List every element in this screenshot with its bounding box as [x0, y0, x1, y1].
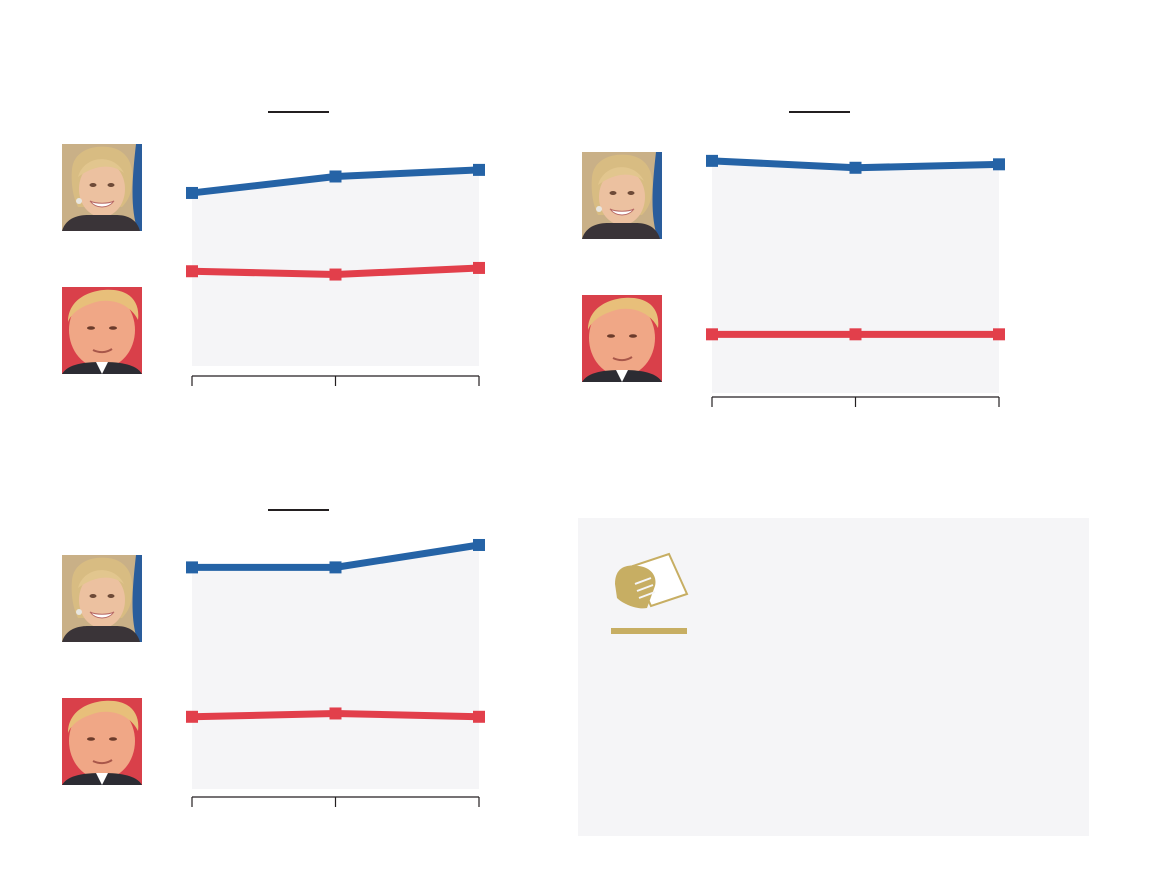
- data-point: [706, 154, 718, 167]
- data-point: [329, 707, 342, 720]
- series-trump: [186, 261, 485, 281]
- clinton-portrait: [582, 152, 662, 239]
- data-point: [329, 561, 342, 574]
- data-point: [186, 561, 198, 574]
- series-clinton: [186, 163, 485, 199]
- series-clinton: [186, 538, 485, 574]
- x-axis: [711, 396, 1000, 407]
- data-point: [473, 538, 485, 551]
- data-point: [186, 265, 198, 278]
- series-trump: [186, 707, 485, 723]
- x-axis: [191, 375, 480, 386]
- data-point: [186, 710, 198, 723]
- plot-background: [192, 544, 479, 789]
- series-trump: [706, 328, 1005, 341]
- plot-background: [192, 169, 479, 366]
- data-point: [329, 268, 342, 281]
- data-point: [849, 161, 862, 174]
- data-point: [849, 328, 862, 341]
- data-point: [473, 163, 485, 176]
- series-clinton: [706, 154, 1005, 174]
- data-point: [473, 710, 485, 723]
- data-point: [993, 328, 1005, 341]
- poll-chart-3: [62, 509, 485, 807]
- data-point: [473, 261, 485, 274]
- x-axis: [191, 796, 480, 807]
- poll-chart-2: [582, 111, 1005, 407]
- plot-background: [712, 160, 999, 393]
- data-point: [993, 158, 1005, 171]
- clinton-portrait: [62, 144, 142, 231]
- poll-chart-1: [62, 111, 485, 386]
- data-point: [329, 170, 342, 183]
- trump-portrait: [62, 698, 142, 785]
- clinton-portrait: [62, 555, 142, 642]
- data-point: [706, 328, 718, 341]
- trump-portrait: [62, 287, 142, 374]
- data-point: [186, 186, 198, 199]
- trump-portrait: [582, 295, 662, 382]
